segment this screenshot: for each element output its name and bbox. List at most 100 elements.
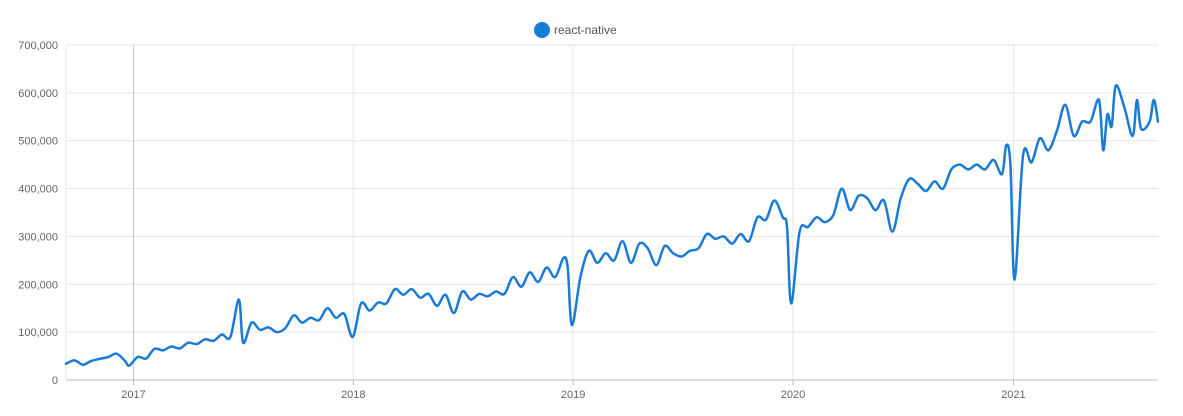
data-point[interactable] [907, 177, 911, 181]
data-point[interactable] [511, 275, 515, 279]
data-point[interactable] [755, 215, 759, 219]
data-point[interactable] [427, 292, 431, 296]
data-point[interactable] [1030, 160, 1034, 164]
data-point[interactable] [629, 261, 633, 265]
data-point[interactable] [764, 218, 768, 222]
data-point[interactable] [713, 237, 717, 241]
data-point[interactable] [1131, 134, 1135, 138]
data-point[interactable] [359, 301, 363, 305]
data-point[interactable] [941, 187, 945, 191]
data-point[interactable] [814, 215, 818, 219]
data-point[interactable] [874, 208, 878, 212]
data-point[interactable] [410, 287, 414, 291]
data-point[interactable] [1046, 148, 1050, 152]
data-point[interactable] [502, 292, 506, 296]
data-point[interactable] [1008, 163, 1012, 167]
data-point[interactable] [1114, 84, 1118, 88]
data-point[interactable] [595, 261, 599, 265]
data-point[interactable] [325, 306, 329, 310]
legend-label-react-native[interactable]: react-native [554, 23, 617, 37]
data-point[interactable] [528, 270, 532, 274]
data-point[interactable] [64, 362, 68, 366]
data-point[interactable] [443, 293, 447, 297]
data-point[interactable] [1097, 98, 1101, 102]
data-point[interactable] [536, 280, 540, 284]
data-point[interactable] [1089, 120, 1093, 124]
data-point[interactable] [747, 239, 751, 243]
data-point[interactable] [566, 266, 570, 270]
data-point[interactable] [865, 196, 869, 200]
data-point[interactable] [469, 298, 473, 302]
data-point[interactable] [1072, 134, 1076, 138]
data-point[interactable] [115, 352, 119, 356]
data-point[interactable] [785, 225, 789, 229]
data-point[interactable] [203, 337, 207, 341]
data-point[interactable] [1110, 124, 1114, 128]
data-point[interactable] [696, 246, 700, 250]
data-point[interactable] [1139, 127, 1143, 131]
data-point[interactable] [831, 213, 835, 217]
data-point[interactable] [1000, 172, 1004, 176]
data-point[interactable] [1080, 120, 1084, 124]
data-point[interactable] [486, 294, 490, 298]
data-point[interactable] [1135, 98, 1139, 102]
data-point[interactable] [958, 163, 962, 167]
legend-swatch-react-native[interactable] [534, 22, 550, 38]
data-point[interactable] [705, 232, 709, 236]
data-point[interactable] [334, 316, 338, 320]
data-point[interactable] [1004, 144, 1008, 148]
data-point[interactable] [924, 189, 928, 193]
data-point[interactable] [890, 230, 894, 234]
data-point[interactable] [169, 345, 173, 349]
data-point[interactable] [228, 335, 232, 339]
data-point[interactable] [435, 304, 439, 308]
data-point[interactable] [123, 359, 127, 363]
data-point[interactable] [241, 341, 245, 345]
data-point[interactable] [992, 158, 996, 162]
data-point[interactable] [292, 313, 296, 317]
data-point[interactable] [127, 364, 131, 368]
data-point[interactable] [161, 348, 165, 352]
data-point[interactable] [1013, 278, 1017, 282]
data-point[interactable] [1105, 112, 1109, 116]
data-point[interactable] [663, 244, 667, 248]
data-point[interactable] [1148, 120, 1152, 124]
data-point[interactable] [899, 196, 903, 200]
data-point[interactable] [283, 326, 287, 330]
data-point[interactable] [418, 296, 422, 300]
data-point[interactable] [975, 163, 979, 167]
data-point[interactable] [494, 289, 498, 293]
data-point[interactable] [680, 255, 684, 259]
data-point[interactable] [933, 179, 937, 183]
data-point[interactable] [823, 220, 827, 224]
data-point[interactable] [368, 309, 372, 313]
data-point[interactable] [1038, 136, 1042, 140]
data-point[interactable] [949, 167, 953, 171]
data-point[interactable] [220, 333, 224, 337]
data-point[interactable] [637, 242, 641, 246]
data-point[interactable] [384, 301, 388, 305]
data-point[interactable] [646, 246, 650, 250]
data-point[interactable] [1152, 98, 1156, 102]
data-point[interactable] [266, 325, 270, 329]
data-point[interactable] [722, 234, 726, 238]
data-point[interactable] [186, 341, 190, 345]
data-point[interactable] [72, 358, 76, 362]
data-point[interactable] [966, 167, 970, 171]
data-point[interactable] [882, 199, 886, 203]
data-point[interactable] [848, 208, 852, 212]
data-point[interactable] [250, 321, 254, 325]
data-point[interactable] [983, 167, 987, 171]
data-point[interactable] [477, 292, 481, 296]
data-point[interactable] [772, 199, 776, 203]
data-point[interactable] [1055, 129, 1059, 133]
data-point[interactable] [195, 342, 199, 346]
data-point[interactable] [98, 357, 102, 361]
data-point[interactable] [1063, 103, 1067, 107]
data-point[interactable] [587, 249, 591, 253]
data-point[interactable] [178, 346, 182, 350]
data-point[interactable] [798, 230, 802, 234]
data-point[interactable] [106, 355, 110, 359]
data-point[interactable] [300, 321, 304, 325]
data-point[interactable] [519, 285, 523, 289]
